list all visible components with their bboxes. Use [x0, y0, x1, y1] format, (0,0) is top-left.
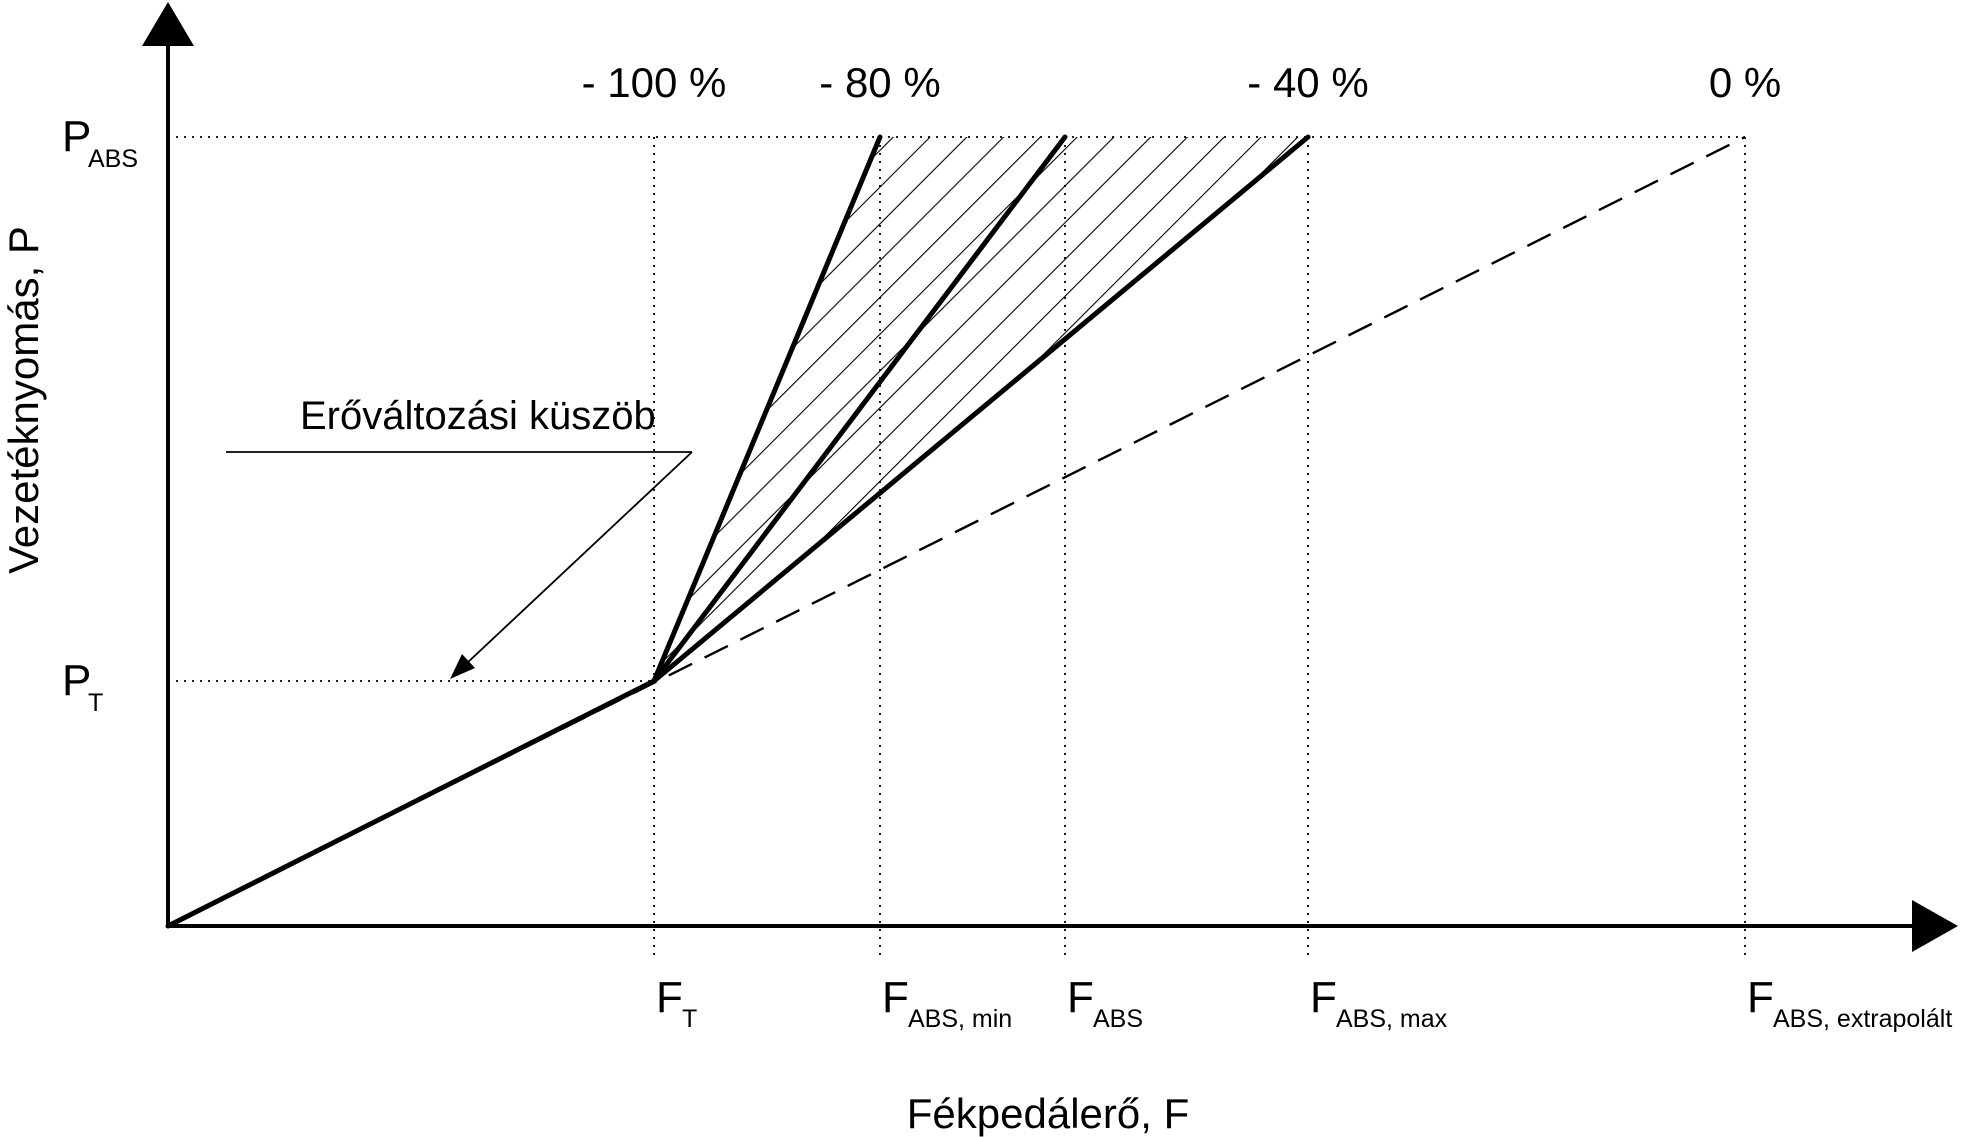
percent-label-2: - 80 % [819, 59, 940, 106]
y-axis-title: Vezetéknyomás, P [0, 226, 47, 574]
x-tick-label-fabs: F ABS [1067, 973, 1143, 1033]
y-tick-sub: ABS [88, 145, 138, 173]
x-tick-main: F [1747, 973, 1774, 1022]
y-tick-main: P [62, 112, 91, 161]
y-axis-arrowhead [142, 2, 194, 46]
x-tick-main: F [882, 973, 909, 1022]
series-line-4 [651, 134, 1311, 684]
percent-labels: - 100 % - 80 % - 40 % 0 % [582, 59, 1782, 106]
annotation-label: Erőváltozási küszöb [300, 394, 656, 438]
series-line-3 [651, 134, 1068, 684]
x-axis-arrowhead [1912, 900, 1958, 952]
x-tick-sub: ABS [1093, 1005, 1143, 1033]
x-axis-title: Fékpedálerő, F [907, 1090, 1189, 1137]
axes [142, 2, 1958, 952]
y-tick-main: P [62, 656, 91, 705]
x-tick-label-fabsmax: F ABS, max [1310, 973, 1448, 1033]
annotation-arrowhead [450, 654, 475, 679]
percent-label-4: 0 % [1709, 59, 1781, 106]
x-tick-labels: F T F ABS, min F ABS F ABS, max F ABS, extrapolál… [656, 973, 1952, 1033]
x-tick-main: F [656, 973, 683, 1022]
threshold-annotation: Erőváltozási küszöb [226, 394, 693, 679]
x-tick-sub: ABS, extrapolált [1773, 1005, 1952, 1033]
x-tick-sub: ABS, max [1336, 1005, 1448, 1033]
y-tick-label-pt: PT [62, 656, 103, 717]
x-tick-sub: ABS, min [908, 1005, 1012, 1033]
series-line-5 [167, 135, 1746, 928]
x-tick-main: F [1310, 973, 1337, 1022]
x-tick-label-fabsext: F ABS, extrapolált [1747, 973, 1952, 1033]
x-tick-main: F [1067, 973, 1094, 1022]
x-tick-sub: T [682, 1005, 697, 1033]
percent-label-3: - 40 % [1247, 59, 1368, 106]
series-layer [165, 134, 1746, 929]
series-line-2 [651, 134, 883, 684]
y-tick-sub: T [88, 689, 103, 717]
reference-dotted-lines [168, 136, 1746, 958]
percent-label-1: - 100 % [582, 59, 727, 106]
annotation-leader [465, 451, 693, 665]
x-tick-label-fabsmin: F ABS, min [882, 973, 1012, 1033]
